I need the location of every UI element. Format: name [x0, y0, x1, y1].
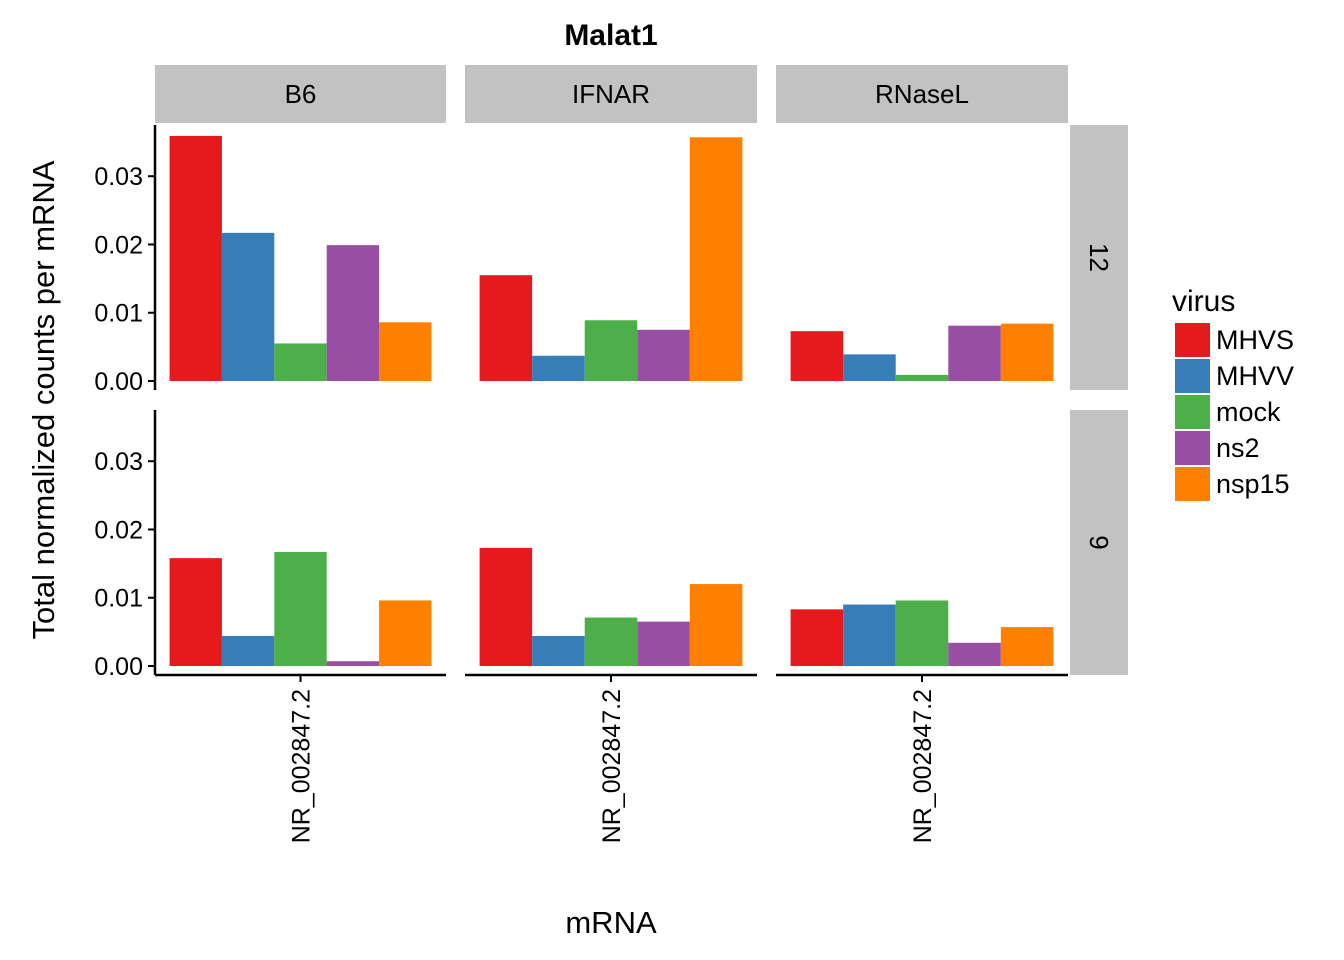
legend-key-mhvs: [1175, 323, 1210, 357]
y-tick-label: 0.02: [94, 516, 143, 544]
row-strip-label: 12: [1084, 243, 1114, 272]
legend-label: ns2: [1216, 433, 1260, 463]
chart-title: Malat1: [564, 19, 657, 52]
bar-mock: [895, 600, 949, 666]
y-tick-label: 0.01: [94, 300, 143, 328]
legend-key-mock: [1175, 395, 1210, 429]
bar-mhvv: [843, 354, 896, 381]
bar-mhvv: [221, 635, 275, 666]
bar-mhvv: [532, 635, 585, 666]
panel-ifnar-12: [479, 137, 743, 381]
legend-key-nsp15: [1175, 467, 1210, 501]
legend-label: MHVV: [1216, 361, 1294, 391]
bar-mhvs: [790, 609, 844, 666]
y-tick-label: 0.03: [94, 448, 143, 476]
facet-panels: B6 IFNAR RNaseL 12 9 0.00 0.01 0.02 0.03 0.00 0.01…: [94, 65, 1128, 843]
bar-mhvs: [479, 547, 533, 666]
panel-rnasel-9: NR_002847.2: [776, 600, 1068, 843]
y-tick-label: 0.01: [94, 585, 143, 613]
legend-key-ns2: [1175, 431, 1210, 465]
legend-label: mock: [1216, 397, 1281, 427]
y-tick-label: 0.02: [94, 231, 143, 259]
x-tick-label: NR_002847.2: [288, 689, 316, 843]
bar-mhvv: [532, 355, 585, 381]
bar-nsp15: [379, 322, 432, 381]
x-tick-label: NR_002847.2: [598, 689, 626, 843]
y-tick-label: 0.03: [94, 163, 143, 191]
bar-ns2: [948, 325, 1001, 381]
bar-nsp15: [1000, 627, 1054, 666]
bar-mhvs: [479, 275, 533, 381]
bar-mhvv: [843, 604, 896, 666]
column-strip-b6: [155, 65, 446, 123]
legend-label: MHVS: [1216, 325, 1294, 355]
row-strip-9: [1070, 410, 1128, 675]
bar-ns2: [637, 621, 690, 666]
panel-ifnar-9: NR_002847.2: [465, 547, 757, 843]
bar-mock: [274, 343, 327, 381]
column-strip-label: B6: [285, 79, 317, 109]
panel-b6-9: 0.00 0.01 0.02 0.03 NR_002847.2: [94, 410, 446, 843]
bar-mock: [895, 374, 949, 381]
bar-mhvs: [169, 558, 222, 666]
bar-nsp15: [379, 600, 432, 666]
bar-mock: [584, 320, 638, 381]
bar-ns2: [326, 661, 380, 666]
column-strip-ifnar: [465, 65, 757, 123]
bar-mhvs: [790, 331, 844, 381]
panel-b6-12: 0.00 0.01 0.02 0.03: [94, 125, 432, 396]
bar-mhvv: [221, 232, 275, 381]
y-axis-title: Total normalized counts per mRNA: [26, 160, 61, 639]
bar-ns2: [326, 245, 380, 381]
bar-ns2: [637, 329, 690, 381]
bar-nsp15: [689, 584, 743, 666]
legend-key-mhvv: [1175, 359, 1210, 393]
bar-nsp15: [1000, 323, 1054, 381]
panel-rnasel-12: [790, 323, 1054, 381]
bar-mock: [274, 551, 327, 666]
row-strip-12: [1070, 125, 1128, 390]
bar-nsp15: [689, 137, 743, 381]
legend: virus MHVS MHVV mock ns2 nsp15: [1172, 285, 1294, 501]
column-strip-label: IFNAR: [572, 79, 650, 109]
bar-mock: [584, 617, 638, 666]
bar-ns2: [948, 642, 1001, 666]
row-strip-label: 9: [1084, 535, 1114, 549]
column-strip-label: RNaseL: [875, 79, 969, 109]
column-strip-rnasel: [776, 65, 1068, 123]
x-axis-title: mRNA: [565, 905, 657, 940]
legend-label: nsp15: [1216, 469, 1290, 499]
x-tick-label: NR_002847.2: [909, 689, 937, 843]
y-tick-label: 0.00: [94, 368, 143, 396]
y-tick-label: 0.00: [94, 653, 143, 681]
bar-mhvs: [169, 135, 222, 381]
legend-title: virus: [1172, 285, 1235, 318]
